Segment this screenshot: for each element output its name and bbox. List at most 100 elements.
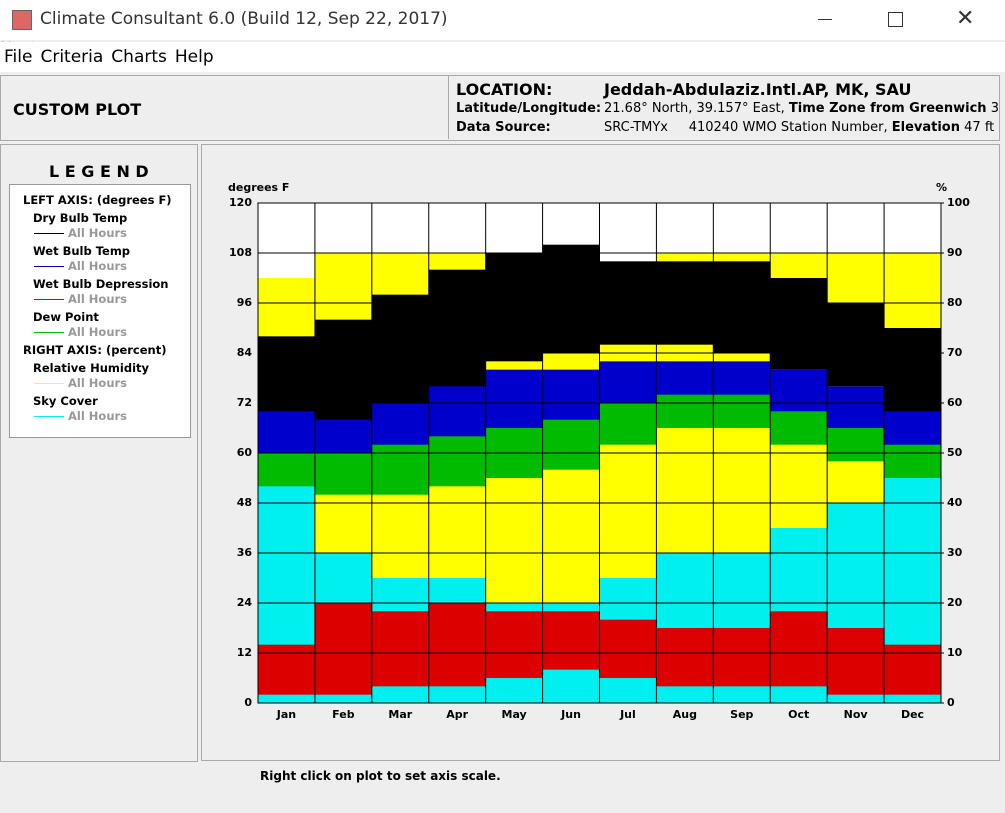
latlon-value: 21.68° North, 39.157° East, (604, 101, 785, 116)
range-band (884, 644, 941, 695)
range-band (770, 369, 828, 412)
legend-swatch (34, 416, 64, 417)
legend-name: Dew Point (33, 310, 99, 324)
range-band (542, 244, 600, 353)
menu-item[interactable]: File (4, 47, 33, 67)
range-band (258, 403, 315, 453)
header-divider (448, 76, 449, 139)
y-tick-label: 84 (237, 346, 253, 359)
plot-frame (257, 202, 942, 704)
x-tick-label: Sep (730, 708, 753, 721)
y-tick-label: 120 (229, 196, 252, 209)
range-band (485, 611, 543, 678)
y2-tick-label: 60 (947, 396, 963, 409)
legend-hours: All Hours (68, 325, 128, 339)
x-tick-label: Apr (446, 708, 468, 721)
y2-tick-label: 100 (947, 196, 970, 209)
range-band (314, 319, 372, 420)
y2-tick-label: 20 (947, 596, 963, 609)
range-band (827, 386, 885, 428)
legend-hours: All Hours (68, 292, 128, 306)
app-icon (12, 10, 32, 30)
maximize[interactable] (888, 12, 903, 27)
legend-hours: All Hours (68, 376, 128, 390)
legend-swatch (34, 383, 64, 384)
menu-item[interactable]: Charts (111, 47, 167, 67)
source: SRC-TMYx 410240 WMO Station Number, Elev… (604, 120, 994, 135)
x-tick-label: Feb (332, 708, 355, 721)
range-band (827, 303, 885, 387)
legend-heading: LEFT AXIS: (degrees F) (23, 193, 172, 207)
x-tick-label: Oct (788, 708, 809, 721)
header-title: CUSTOM PLOT (13, 100, 142, 119)
legend-box: LEFT AXIS: (degrees F) Dry Bulb Temp All H… (9, 184, 191, 438)
y-tick-label: 36 (237, 546, 253, 559)
y-tick-label: 48 (237, 496, 252, 509)
y2-tick-label: 30 (947, 546, 963, 559)
y2-axis-label: % (936, 181, 947, 194)
y2-tick-label: 10 (947, 646, 963, 659)
minimize[interactable] (818, 19, 832, 20)
y2-tick-label: 90 (947, 246, 963, 259)
legend-swatch (34, 233, 64, 234)
range-band (827, 628, 885, 695)
range-band (428, 269, 486, 387)
x-tick-label: Mar (388, 708, 412, 721)
range-band (656, 361, 714, 395)
y-tick-label: 12 (237, 646, 252, 659)
source-value: SRC-TMYx (604, 120, 669, 135)
y-axis-label: degrees F (228, 181, 289, 194)
close[interactable]: ✕ (956, 6, 975, 31)
range-band (258, 644, 315, 695)
y2-tick-label: 0 (947, 696, 955, 709)
x-tick-label: Dec (901, 708, 924, 721)
chart[interactable]: degrees F % 0 12 24 36 48 60 72 84 96 108 120 0 10 20 30… (201, 144, 1000, 761)
range-band (371, 611, 429, 687)
legend-swatch (34, 266, 64, 267)
legend-swatch (34, 299, 64, 300)
elevation-label: Elevation (891, 120, 960, 135)
menu-item[interactable]: Criteria (40, 47, 104, 67)
x-tick-label: Jul (619, 708, 636, 721)
timezone-label: Time Zone from Greenwich (788, 101, 987, 116)
range-band (884, 328, 941, 412)
x-tick-label: Nov (844, 708, 869, 721)
range-band (713, 261, 771, 353)
station: 410240 WMO Station Number, (688, 120, 888, 135)
timezone: 3 (990, 101, 999, 116)
legend-swatch (34, 332, 64, 333)
y-tick-label: 72 (237, 396, 252, 409)
range-band (656, 628, 714, 687)
range-band (428, 378, 486, 437)
legend-hours: All Hours (68, 259, 128, 273)
y-tick-label: 108 (229, 246, 252, 259)
x-tick-label: Jan (276, 708, 296, 721)
y2-tick-label: 40 (947, 496, 963, 509)
y-tick-label: 60 (237, 446, 253, 459)
legend-name: Relative Humidity (33, 361, 149, 375)
legend-hours: All Hours (68, 409, 128, 423)
range-band (770, 278, 828, 370)
y2-tick-label: 80 (947, 296, 963, 309)
range-band (485, 369, 543, 428)
range-band (599, 619, 657, 678)
footer-hint: Right click on plot to set axis scale. (260, 769, 501, 783)
window-title: Climate Consultant 6.0 (Build 12, Sep 22… (40, 9, 448, 29)
menu-item[interactable]: Help (174, 47, 214, 67)
range-band (770, 611, 828, 687)
range-band (542, 369, 600, 420)
header-panel (0, 75, 1000, 141)
x-tick-label: May (502, 708, 527, 721)
range-band (713, 361, 771, 395)
y2-tick-label: 50 (947, 446, 963, 459)
latlon: 21.68° North, 39.157° East, Time Zone fr… (604, 101, 999, 116)
legend-name: Dry Bulb Temp (33, 211, 128, 225)
elevation: 47 ft (964, 120, 995, 135)
range-band (258, 336, 315, 412)
range-band (314, 603, 372, 695)
legend-name: Wet Bulb Depression (33, 277, 169, 291)
legend-title: L E G E N D (49, 162, 149, 181)
range-band (542, 611, 600, 670)
y-tick-label: 0 (244, 696, 252, 709)
